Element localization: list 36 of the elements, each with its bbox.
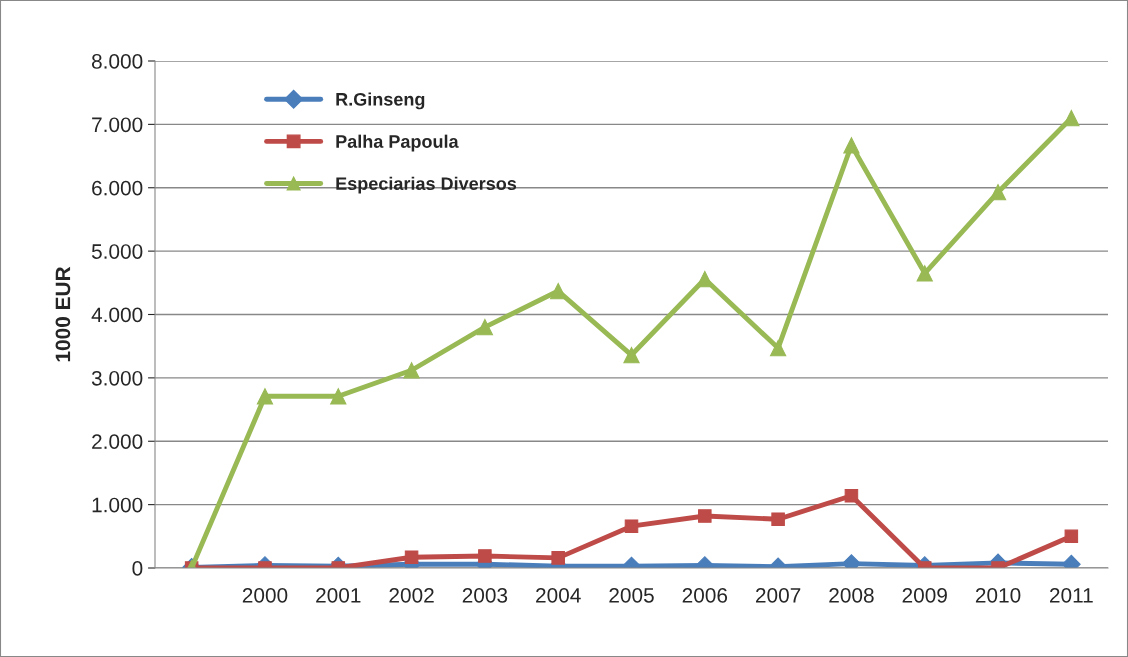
y-tick-label: 0 bbox=[132, 561, 143, 576]
x-tick-label: 2007 bbox=[755, 587, 801, 603]
x-tick-label: 2000 bbox=[242, 587, 288, 603]
x-tick-label: 2008 bbox=[829, 587, 874, 603]
point bbox=[403, 362, 420, 379]
point bbox=[916, 265, 933, 282]
point bbox=[769, 339, 787, 357]
x-tick-label: 2001 bbox=[316, 587, 361, 603]
point bbox=[330, 388, 347, 405]
x-tick-label: 2011 bbox=[1049, 587, 1093, 603]
y-tick-label: 4.000 bbox=[91, 307, 143, 323]
y-axis-title: 1000 EUR bbox=[55, 266, 71, 362]
point bbox=[476, 319, 494, 336]
x-tick-label: 2004 bbox=[536, 587, 581, 603]
y-tick-label: 7.000 bbox=[92, 117, 143, 133]
legend-label: R.Ginseng bbox=[336, 92, 425, 110]
point bbox=[696, 270, 713, 288]
point bbox=[623, 346, 640, 364]
y-tick-label: 8.000 bbox=[91, 54, 143, 69]
x-tick-label: 2003 bbox=[462, 587, 508, 603]
x-tick-label: 2002 bbox=[389, 587, 434, 603]
legend-label: Especiarias Diversos bbox=[336, 176, 517, 194]
point bbox=[989, 184, 1007, 201]
legend-label: Palha Papoula bbox=[336, 134, 459, 152]
y-tick-label: 3.000 bbox=[91, 370, 143, 386]
point bbox=[550, 282, 567, 300]
point bbox=[843, 137, 860, 154]
x-tick-label: 2005 bbox=[609, 587, 654, 603]
point bbox=[256, 388, 274, 405]
y-tick-label: 5.000 bbox=[91, 244, 143, 259]
y-tick-label: 1.000 bbox=[92, 497, 143, 513]
x-tick-label: 2010 bbox=[975, 587, 1021, 603]
y-tick-label: 2.000 bbox=[92, 434, 143, 449]
y-tick-label: 6.000 bbox=[92, 180, 143, 196]
x-tick-label: 2009 bbox=[902, 587, 947, 603]
x-tick-label: 2006 bbox=[682, 587, 728, 603]
